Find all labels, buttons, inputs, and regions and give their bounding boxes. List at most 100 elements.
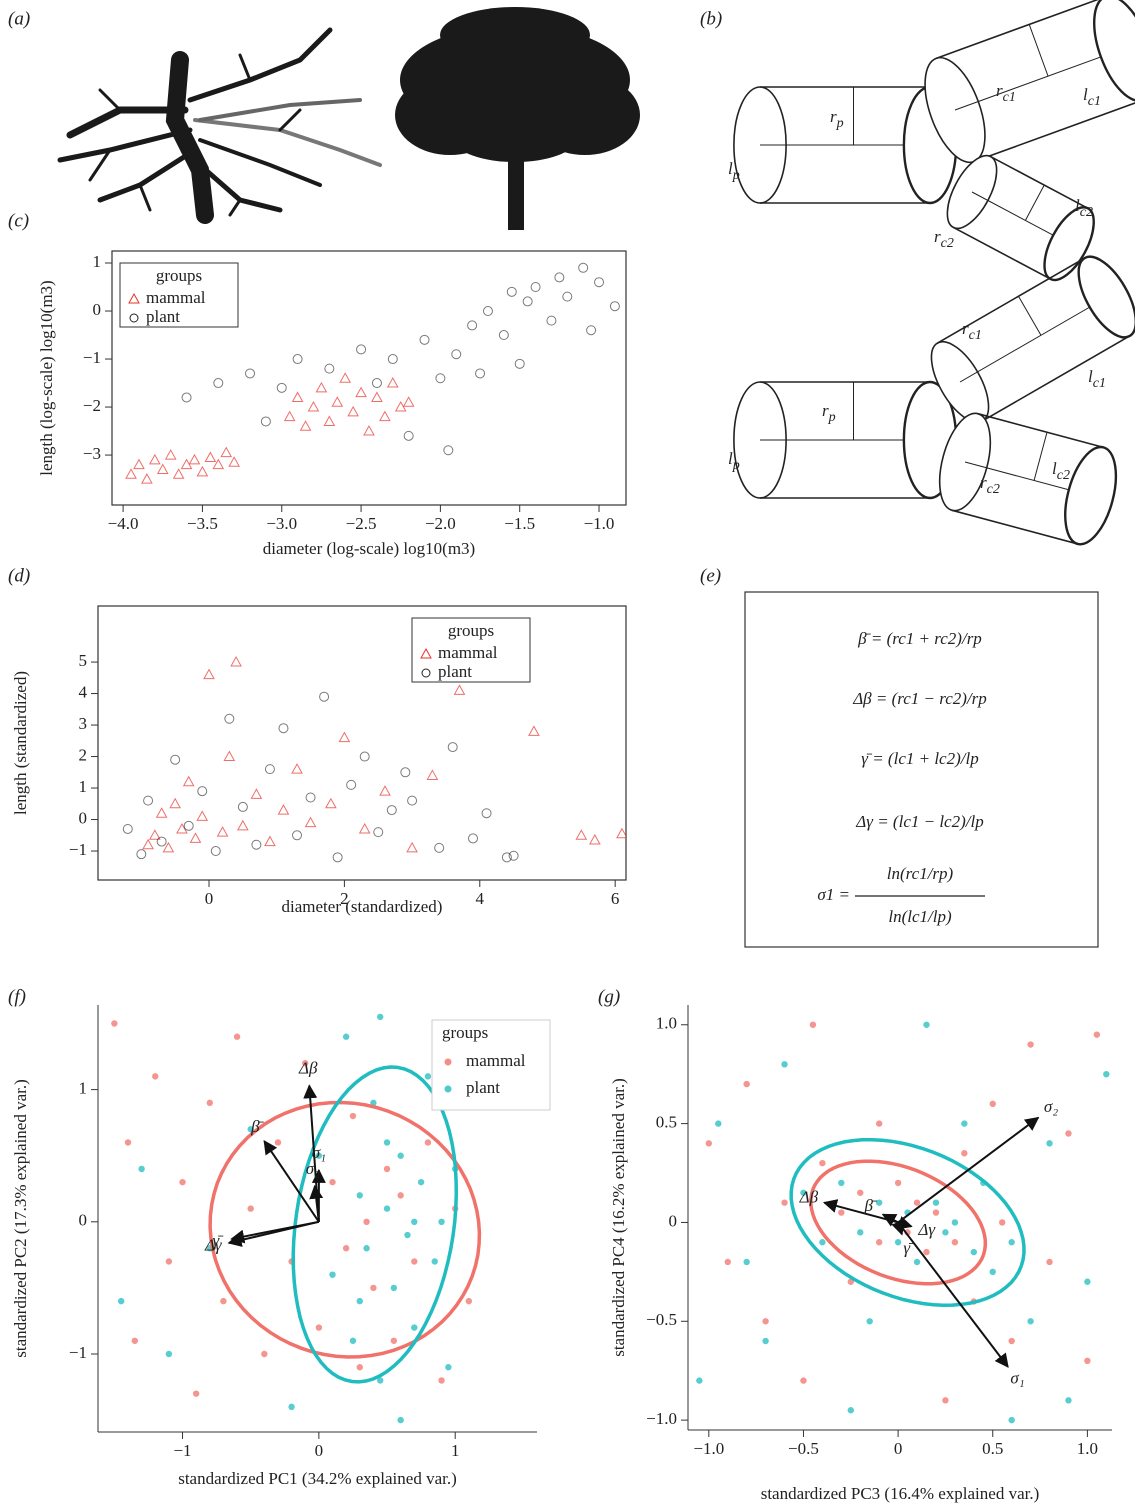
y-axis-title: standardized PC4 (16.2% explained var.) — [609, 1078, 628, 1357]
point — [781, 1199, 788, 1206]
legend-marker — [444, 1058, 452, 1066]
legend-label: plant — [466, 1078, 500, 1097]
y-tick-label: −1 — [83, 348, 101, 367]
point — [1046, 1258, 1053, 1266]
point — [332, 852, 343, 863]
point — [546, 315, 557, 326]
x-tick-label: 0.5 — [982, 1439, 1003, 1458]
point — [373, 827, 384, 838]
label-base: r — [822, 401, 829, 420]
point — [152, 1073, 159, 1080]
point — [346, 779, 357, 790]
point — [164, 449, 177, 460]
point — [155, 807, 168, 818]
arrow-label: σ₁ — [312, 1143, 326, 1162]
x-tick-label: −0.5 — [788, 1439, 819, 1458]
point — [176, 822, 188, 834]
point — [404, 1231, 411, 1239]
point — [989, 1100, 996, 1108]
cylinder-side — [977, 412, 1104, 449]
point — [182, 775, 195, 787]
cylinder-side — [935, 0, 1106, 60]
cylinder-end — [1077, 255, 1135, 339]
y-tick-label: 0 — [79, 1211, 88, 1230]
point — [276, 382, 287, 393]
y-tick-label: 2 — [79, 745, 88, 764]
point — [356, 1297, 363, 1305]
label-base: l — [1083, 85, 1088, 104]
x-tick-label: 1 — [451, 1441, 460, 1460]
point — [443, 445, 454, 456]
point — [390, 1284, 398, 1292]
cylinder-radius — [1028, 24, 1049, 77]
cylinder-radius — [1033, 432, 1048, 481]
label-sub: c1 — [1093, 376, 1106, 391]
point — [183, 820, 194, 831]
legend-box — [119, 262, 239, 328]
panel-label: (f) — [8, 986, 26, 1007]
arrow-label: Δγ — [917, 1220, 936, 1239]
cylinder-side — [990, 155, 1089, 210]
legend-marker — [128, 292, 140, 304]
x-tick-label: −1.0 — [584, 514, 615, 533]
point — [961, 1150, 968, 1157]
point — [989, 1268, 996, 1276]
equation-box — [744, 591, 1099, 948]
label-base: l — [1075, 196, 1080, 215]
point — [170, 754, 181, 765]
point — [578, 262, 589, 273]
point — [324, 363, 335, 374]
cylinder-side — [973, 99, 1135, 163]
label-sub: p — [732, 458, 740, 473]
equation: Δβ = (rc1 − rc2)/rp — [852, 689, 987, 708]
point — [1093, 1031, 1101, 1038]
y-tick-label: −1 — [69, 840, 87, 859]
point — [838, 1209, 845, 1216]
point — [356, 1192, 363, 1199]
cylinder — [946, 154, 1095, 282]
legend-label: mammal — [438, 643, 498, 662]
equation: Δγ = (lc1 − lc2)/lp — [855, 812, 983, 831]
point — [594, 277, 605, 288]
arrow-label: γ̄ — [903, 1238, 915, 1257]
point — [406, 841, 418, 853]
point — [847, 1407, 854, 1414]
point — [304, 816, 317, 828]
point — [307, 401, 320, 412]
point — [397, 1192, 404, 1199]
point — [363, 1218, 370, 1226]
legend-label: plant — [438, 662, 472, 681]
y-tick-label: −3 — [83, 444, 101, 463]
point — [1046, 1140, 1053, 1147]
point — [562, 291, 573, 302]
cylinder-radius — [1024, 184, 1045, 221]
ellipse — [789, 1137, 1026, 1307]
cylinder-side — [952, 226, 1051, 280]
point — [264, 835, 276, 847]
point — [434, 842, 445, 853]
label-base: l — [728, 159, 733, 178]
root-illustration — [57, 27, 382, 224]
point — [349, 1112, 357, 1120]
point — [762, 1318, 769, 1325]
x-tick-label: 0 — [315, 1441, 324, 1460]
panel-label: (c) — [8, 210, 29, 231]
point — [383, 1165, 391, 1173]
point — [224, 713, 235, 724]
point — [216, 826, 229, 837]
point — [932, 1199, 940, 1206]
point — [370, 1284, 377, 1292]
point — [438, 1218, 445, 1226]
x-tick-label: −4.0 — [108, 514, 139, 533]
point — [371, 378, 382, 389]
point — [277, 804, 290, 815]
point — [377, 1377, 384, 1384]
point — [302, 1059, 309, 1067]
label-sub: p — [732, 168, 740, 183]
point — [122, 823, 133, 834]
label-base: r — [934, 227, 941, 246]
point — [468, 833, 479, 844]
cylinder-side — [937, 257, 1086, 344]
label-sub: c1 — [969, 328, 982, 343]
x-tick-label: 1.0 — [1077, 1439, 1098, 1458]
